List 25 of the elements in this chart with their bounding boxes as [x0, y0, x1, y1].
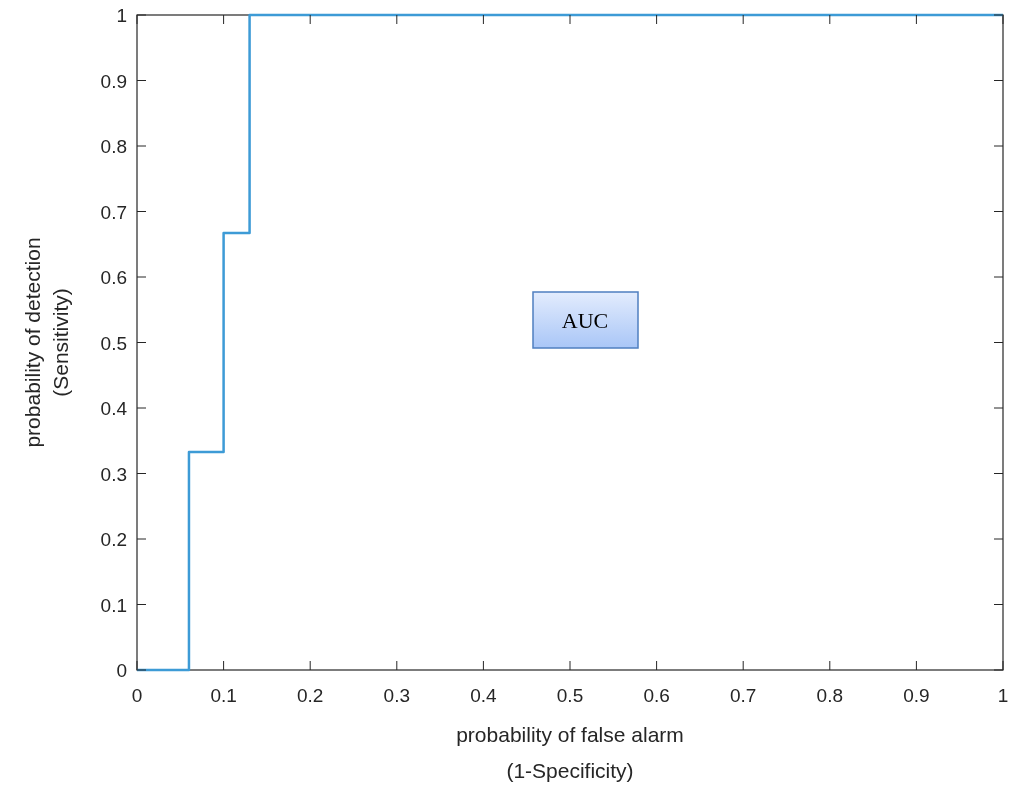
y-tick-label: 1: [116, 5, 127, 26]
x-tick-label: 0.2: [296, 685, 324, 706]
y-tick-label: 0.7: [100, 201, 127, 223]
x-tick-label: 0: [131, 685, 143, 706]
x-tick-label: 1: [997, 685, 1009, 706]
x-tick-label: 0.5: [556, 685, 584, 706]
y-tick-label: 0.8: [100, 136, 127, 157]
x-tick-label: 0.1: [210, 685, 237, 706]
y-tick-label: 0.5: [100, 332, 127, 354]
x-tick-label: 0.8: [816, 685, 844, 706]
x-tick-label: 0.3: [383, 685, 411, 706]
y-axis-title: probability of detection (Sensitivity): [21, 237, 72, 448]
y-tick-label: 0: [116, 660, 127, 681]
x-tick-label: 0.7: [729, 685, 757, 706]
y-tick-label: 0.9: [100, 70, 127, 92]
y-tick-label: 0.3: [100, 463, 127, 485]
y-tick-label: 0.6: [100, 267, 127, 288]
x-tick-label: 0.9: [903, 685, 930, 706]
x-axis-title: probability of false alarm (1-Specificity): [456, 723, 684, 782]
y-tick-label: 0.2: [100, 529, 127, 550]
annotation: AUC: [561, 308, 609, 333]
x-tick-label: 0.6: [643, 685, 670, 706]
y-tick-label: 0.4: [100, 398, 128, 419]
y-tick-label: 0.1: [100, 594, 127, 616]
x-tick-label: 0.4: [470, 685, 498, 706]
